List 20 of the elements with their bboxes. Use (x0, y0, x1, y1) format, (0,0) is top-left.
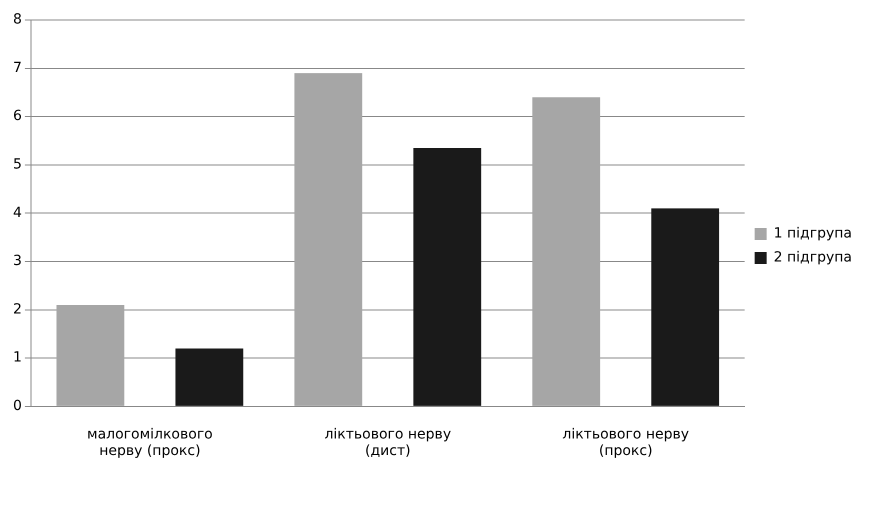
y-tick-label: 5 (12, 156, 22, 173)
y-tick-label: 0 (12, 398, 22, 414)
x-tick-label: ліктьового нерву (дист) (324, 426, 452, 460)
bar (413, 148, 482, 406)
bar (56, 304, 124, 406)
y-tick-label: 3 (12, 253, 22, 270)
y-tick-label: 4 (12, 204, 22, 221)
bar (532, 97, 600, 406)
x-tick-label: малогомілкового нерву (прокс) (87, 426, 213, 460)
legend-label: 2 підгрупа (774, 250, 852, 266)
bar (294, 73, 362, 406)
y-tick-label: 6 (12, 108, 22, 124)
y-tick-label: 1 (12, 350, 22, 366)
y-tick-label: 8 (12, 12, 22, 28)
y-tick-label: 2 (12, 301, 22, 318)
y-tick-label: 7 (12, 60, 22, 76)
bar (651, 208, 720, 406)
legend-label: 1 підгрупа (774, 226, 852, 242)
x-tick-label: ліктьового нерву (прокс) (562, 426, 690, 460)
bar (175, 348, 244, 406)
